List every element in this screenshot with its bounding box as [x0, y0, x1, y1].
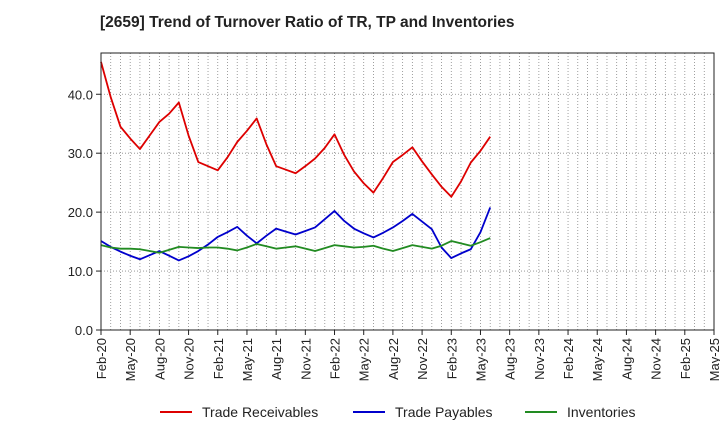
x-tick-label: Aug-20: [152, 338, 167, 380]
y-tick-label: 40.0: [68, 87, 93, 102]
x-tick-label: Nov-24: [649, 338, 664, 380]
x-tick-label: Feb-21: [211, 338, 226, 379]
legend-item-inventories: Inventories: [525, 404, 635, 420]
x-tick-label: May-20: [123, 338, 138, 381]
series-line-inventories: [100, 237, 491, 254]
y-tick-label: 0.0: [75, 323, 93, 338]
series-line-trade-receivables: [100, 61, 491, 198]
x-tick-label: Aug-23: [503, 338, 518, 380]
x-tick-label: Aug-24: [619, 338, 634, 380]
x-tick-label: Feb-25: [678, 338, 693, 379]
x-tick-label: May-23: [473, 338, 488, 381]
legend-swatch-trade-payables: [353, 411, 385, 413]
chart-title: [2659] Trend of Turnover Ratio of TR, TP…: [100, 14, 515, 31]
series-lines: [100, 61, 492, 262]
y-tick-label: 30.0: [68, 146, 93, 161]
x-tick-label: May-22: [357, 338, 372, 381]
grid-y: [101, 93, 714, 272]
x-tick-label: Aug-22: [386, 338, 401, 380]
x-tick-label: Feb-22: [328, 338, 343, 379]
x-tick-label: Nov-20: [182, 338, 197, 380]
legend: Trade Receivables Trade Payables Invento…: [0, 404, 720, 426]
x-tick-label: Feb-24: [561, 338, 576, 379]
y-tick-label: 20.0: [68, 205, 93, 220]
x-tick-label: Nov-23: [532, 338, 547, 380]
x-tick-label: Nov-21: [298, 338, 313, 380]
legend-label-inventories: Inventories: [567, 404, 636, 420]
series-line-trade-payables: [100, 207, 492, 262]
x-tick-label: May-21: [240, 338, 255, 381]
y-tick-label: 10.0: [68, 264, 93, 279]
legend-swatch-inventories: [525, 411, 557, 413]
y-axis-ticks: 0.0 10.0 20.0 30.0 40.0: [68, 87, 101, 338]
x-tick-label: May-24: [590, 338, 605, 381]
x-tick-label: May-25: [707, 338, 720, 381]
legend-item-trade-receivables: Trade Receivables: [160, 404, 318, 420]
legend-label-trade-payables: Trade Payables: [395, 404, 493, 420]
plot-frame: [100, 52, 715, 331]
x-tick-label: Feb-20: [94, 338, 109, 379]
x-axis-ticks: Feb-20 May-20 Aug-20 Nov-20 Feb-21 May-21 Aug-…: [94, 330, 720, 381]
x-tick-label: Aug-21: [269, 338, 284, 380]
legend-label-trade-receivables: Trade Receivables: [202, 404, 319, 420]
x-tick-label: Feb-23: [444, 338, 459, 379]
legend-swatch-trade-receivables: [160, 411, 192, 413]
legend-item-trade-payables: Trade Payables: [353, 404, 493, 420]
x-tick-label: Nov-22: [415, 338, 430, 380]
